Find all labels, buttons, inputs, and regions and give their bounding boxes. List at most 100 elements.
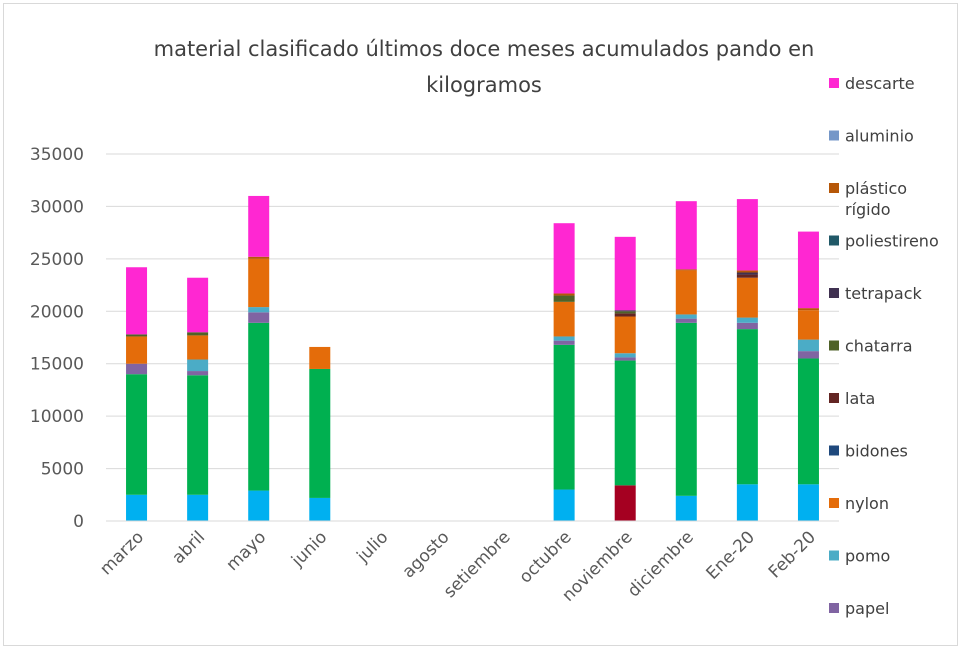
bar-segment: [309, 368, 331, 498]
bar-segment: [553, 301, 575, 337]
bar-segment: [553, 340, 575, 345]
bar-segment: [614, 316, 636, 354]
legend-label: bidones: [845, 442, 908, 461]
legend-swatch: [829, 288, 839, 298]
bar-segment: [797, 358, 819, 485]
legend-swatch: [829, 393, 839, 403]
legend-swatch: [829, 130, 839, 141]
legend-label: plástico: [845, 179, 907, 198]
chart-frame: 0 5000 10000 15000 20000 25000 30000 35000 marz…: [3, 3, 958, 646]
bar-segment: [736, 484, 758, 521]
legend-label: aluminio: [845, 127, 914, 146]
legend-label-line-2: rígido: [845, 200, 891, 219]
bar-segment: [675, 322, 697, 496]
x-tick-label: agosto: [399, 527, 454, 582]
bar-segment: [248, 307, 270, 313]
x-tick-label: julio: [353, 527, 393, 567]
bar-segment: [553, 295, 575, 302]
bar-segment: [187, 494, 209, 521]
bar-segment: [797, 310, 819, 340]
bar-segment: [675, 495, 697, 521]
bar-segment: [614, 311, 636, 314]
bar-segment: [187, 335, 209, 360]
bar-segment: [187, 359, 209, 372]
x-tick-label: marzo: [96, 527, 148, 579]
bar-segment: [736, 270, 758, 273]
bar-segment: [675, 318, 697, 323]
y-tick-label: 0: [73, 512, 84, 532]
bar-segment: [736, 274, 758, 278]
y-tick-label: 25000: [30, 250, 84, 270]
bar-segment: [187, 375, 209, 495]
legend-swatch: [829, 603, 839, 613]
bar-segment: [675, 314, 697, 319]
bar-segment: [797, 339, 819, 352]
legend-swatch: [829, 235, 839, 246]
legend-swatch: [829, 498, 839, 508]
bar-segment: [614, 485, 636, 521]
bar-segment: [126, 334, 148, 337]
x-tick-label: Ene-20: [703, 527, 759, 583]
bar-segment: [614, 313, 636, 317]
legend-swatch: [829, 183, 839, 193]
bar-segment: [736, 277, 758, 318]
x-tick-label: octubre: [516, 527, 576, 587]
bar-segment: [797, 231, 819, 309]
legend-label: descarte: [845, 74, 915, 93]
bar-segment: [736, 199, 758, 271]
bar-segment: [736, 272, 758, 275]
bar-segment: [248, 256, 270, 259]
x-tick-label: setiembre: [440, 527, 515, 602]
bar-segment: [553, 489, 575, 521]
legend-swatch: [829, 550, 839, 561]
stacked-bar-chart: 0 5000 10000 15000 20000 25000 30000 35000 marz…: [30, 37, 939, 618]
legend-swatch: [829, 78, 839, 88]
legend-swatch: [829, 445, 839, 456]
legend-label: pomo: [845, 547, 890, 566]
y-tick-label: 20000: [30, 302, 84, 322]
bar-segment: [736, 317, 758, 323]
legend-label: chatarra: [845, 337, 913, 356]
bar-segment: [736, 322, 758, 330]
bar-segment: [309, 346, 331, 369]
legend-label: tetrapack: [845, 284, 923, 303]
bar-segment: [614, 353, 636, 358]
bar-segment: [248, 195, 270, 257]
y-axis-ticks: 0 5000 10000 15000 20000 25000 30000 35000: [30, 145, 84, 532]
x-tick-label: Feb-20: [765, 527, 820, 582]
y-tick-label: 5000: [41, 460, 84, 480]
bar-segment: [675, 201, 697, 270]
bar-segment: [248, 490, 270, 521]
bar-segment: [126, 363, 148, 375]
bar-segment: [126, 374, 148, 495]
bar-segment: [248, 312, 270, 323]
x-tick-label: abril: [168, 527, 209, 568]
y-tick-label: 35000: [30, 145, 84, 165]
bars: [126, 195, 819, 521]
bar-segment: [614, 360, 636, 486]
bar-segment: [614, 357, 636, 361]
chart-title-line-2: kilogramos: [426, 73, 542, 97]
x-tick-label: mayo: [223, 527, 271, 575]
bar-segment: [187, 371, 209, 376]
bar-segment: [553, 336, 575, 341]
y-tick-label: 30000: [30, 197, 84, 217]
x-tick-label: junio: [287, 527, 331, 571]
chart-title-line-1: material clasificado últimos doce meses …: [154, 37, 815, 61]
bar-segment: [553, 344, 575, 490]
bar-segment: [248, 258, 270, 308]
bar-segment: [187, 332, 209, 336]
legend-label: papel: [845, 599, 889, 618]
bar-segment: [126, 336, 148, 364]
bar-segment: [614, 236, 636, 311]
bar-segment: [126, 494, 148, 521]
bar-segment: [675, 269, 697, 271]
legend: descarte aluminio plástico rígido poliestire…: [829, 74, 939, 618]
bar-segment: [126, 267, 148, 335]
bar-segment: [614, 310, 636, 312]
bar-segment: [553, 223, 575, 294]
gridlines: [106, 153, 839, 470]
y-tick-label: 10000: [30, 407, 84, 427]
bar-segment: [797, 484, 819, 521]
